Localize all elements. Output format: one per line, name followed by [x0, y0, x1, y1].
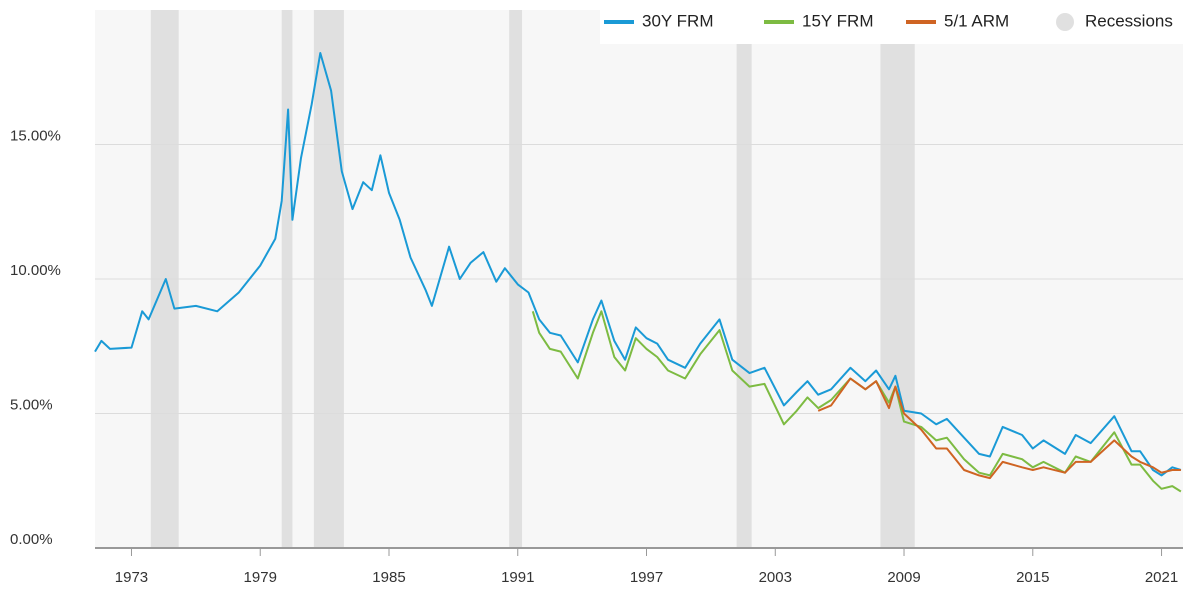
series-line [94, 52, 1182, 477]
y-tick-label: 0.00% [10, 531, 53, 548]
legend-swatch [1056, 13, 1074, 31]
x-tick-label: 2009 [887, 569, 920, 586]
legend-background [600, 0, 1200, 44]
x-tick-label: 2003 [759, 569, 792, 586]
legend-label: 30Y FRM [642, 11, 714, 30]
y-tick-label: 5.00% [10, 396, 53, 413]
x-tick-label: 2021 [1145, 569, 1178, 586]
x-tick-label: 1979 [244, 569, 277, 586]
legend-label: Recessions [1085, 11, 1173, 30]
legend: 30Y FRM 15Y FRM 5/1 ARM Recessions [600, 0, 1200, 44]
x-tick-label: 1991 [501, 569, 534, 586]
series-line [817, 377, 1181, 480]
legend-label: 5/1 ARM [944, 11, 1009, 30]
x-tick-label: 1997 [630, 569, 663, 586]
x-tick-label: 2015 [1016, 569, 1049, 586]
x-tick-label: 1985 [372, 569, 405, 586]
legend-label: 15Y FRM [802, 11, 874, 30]
y-tick-label: 15.00% [10, 127, 61, 144]
x-tick-label: 1973 [115, 569, 148, 586]
y-tick-label: 10.00% [10, 262, 61, 279]
